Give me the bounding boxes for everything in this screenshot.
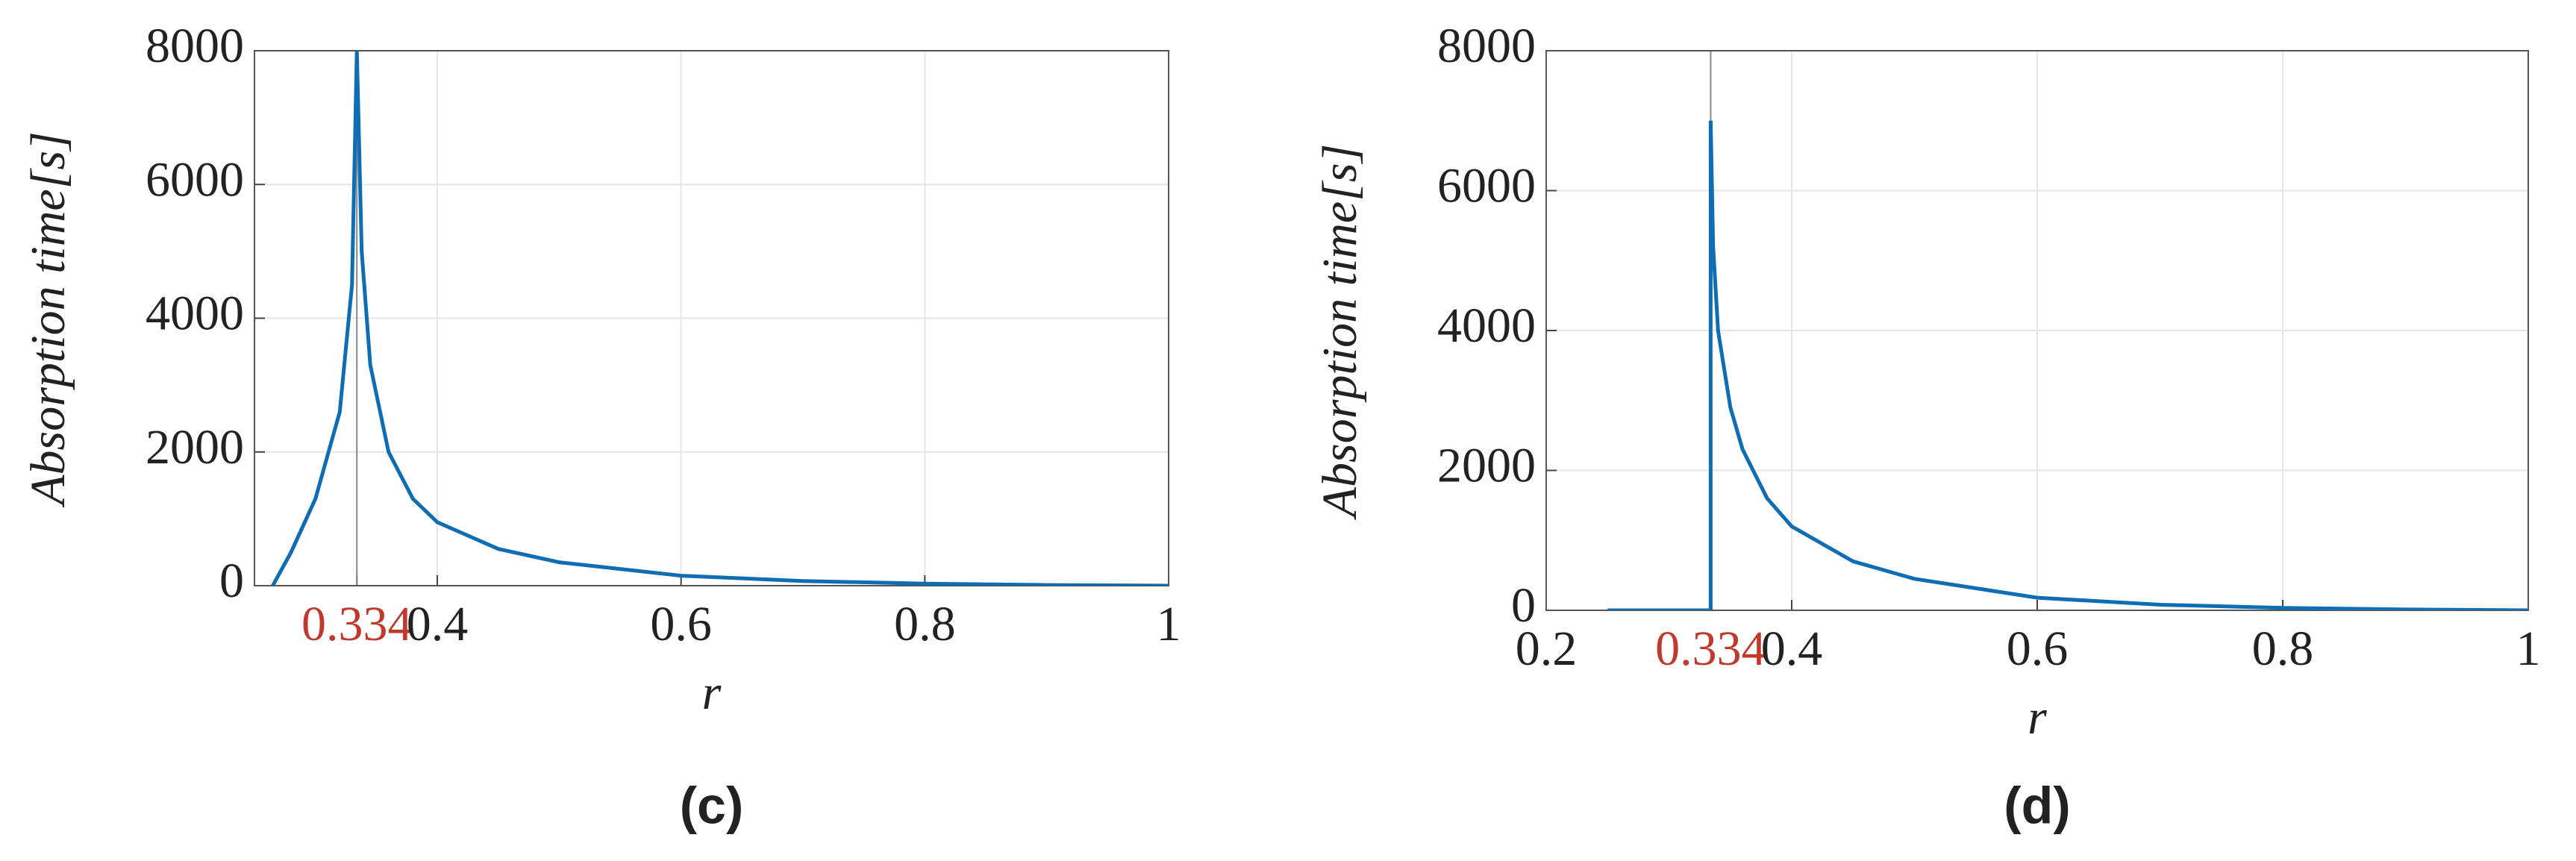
y-axis-label: Absorption time[s] — [21, 131, 75, 508]
plot-frame — [1545, 50, 2529, 611]
y-tick-label: 6000 — [146, 152, 244, 207]
y-tick-label: 2000 — [1437, 439, 1536, 493]
x-tick-label: 0.8 — [2252, 622, 2314, 676]
x-tick-label: 1 — [2516, 622, 2541, 676]
x-tick-label: 0.334 — [301, 597, 413, 651]
y-tick-label: 8000 — [146, 19, 244, 73]
x-axis-label: r — [2028, 690, 2047, 745]
data-line — [1607, 120, 2528, 610]
y-tick-label: 0 — [219, 554, 244, 608]
x-tick-label: 0.6 — [650, 597, 712, 651]
y-axis-label: Absorption time[s] — [1313, 144, 1367, 521]
x-tick-label: 0.4 — [1761, 622, 1823, 676]
data-line — [271, 51, 1169, 586]
x-tick-label: 0.2 — [1516, 622, 1578, 676]
y-tick-label: 0 — [1511, 578, 1536, 633]
x-tick-label: 1 — [1157, 597, 1181, 651]
y-tick-label: 8000 — [1437, 19, 1536, 73]
caption: (c) — [680, 776, 744, 834]
y-tick-label: 4000 — [146, 287, 244, 341]
x-tick-label: 0.4 — [407, 597, 469, 651]
caption: (d) — [2004, 776, 2070, 834]
y-tick-label: 6000 — [1437, 159, 1536, 213]
x-tick-label: 0.334 — [1655, 622, 1766, 676]
x-tick-label: 0.8 — [894, 597, 956, 651]
y-tick-label: 4000 — [1437, 298, 1536, 353]
plot-frame — [254, 50, 1169, 586]
x-axis-label: r — [702, 666, 722, 720]
x-tick-label: 0.6 — [2007, 622, 2069, 676]
y-tick-label: 2000 — [146, 420, 244, 475]
